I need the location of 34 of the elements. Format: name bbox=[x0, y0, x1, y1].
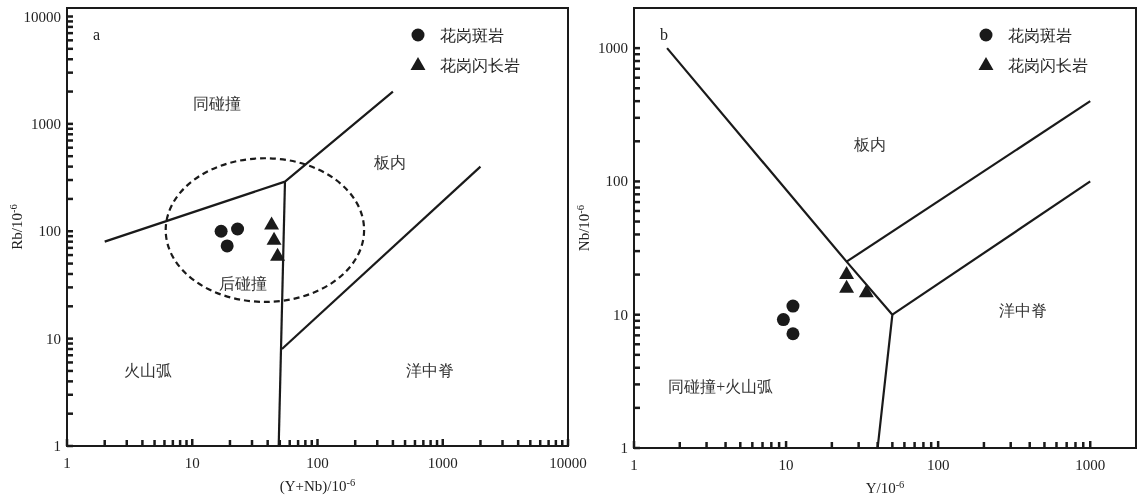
annotation: 火山弧 bbox=[124, 361, 173, 379]
y-tick-label: 1 bbox=[53, 438, 61, 454]
annotation: 板内 bbox=[373, 154, 407, 172]
annotation: 同碰撞 bbox=[193, 95, 242, 113]
x-tick-label: 100 bbox=[306, 455, 329, 471]
x-tick-label: 100 bbox=[926, 457, 950, 473]
annotation: 同碰撞+火山弧 bbox=[668, 377, 774, 395]
y-tick-label: 10000 bbox=[23, 8, 61, 25]
y-tick-label: 100 bbox=[38, 223, 61, 240]
x-axis-title: (Y+Nb)/10$^{-6}$ bbox=[279, 476, 356, 495]
x-tick-label: 1 bbox=[63, 455, 71, 471]
x-tick-label: 10 bbox=[778, 457, 794, 473]
legend-label: 花岗斑岩 bbox=[440, 27, 504, 44]
x-tick-label: 1 bbox=[630, 457, 638, 473]
text: a bbox=[93, 26, 101, 43]
legend-label: 花岗闪长岩 bbox=[1008, 57, 1088, 74]
annotation: 板内 bbox=[852, 135, 886, 153]
y-tick-label: 1 bbox=[620, 440, 628, 456]
text: b bbox=[660, 26, 668, 43]
y-tick-label: 1000 bbox=[31, 115, 61, 132]
x-tick-label: 10000 bbox=[549, 455, 587, 471]
y-tick-label: 10 bbox=[613, 306, 628, 323]
legend-label: 花岗斑岩 bbox=[1008, 27, 1072, 44]
x-axis-title: Y/10$^{-6}$ bbox=[865, 478, 905, 496]
y-tick-label: 1000 bbox=[598, 40, 628, 57]
x-tick-label: 1000 bbox=[1075, 457, 1106, 473]
annotation: 洋中脊 bbox=[999, 301, 1048, 319]
legend-label: 花岗闪长岩 bbox=[440, 57, 520, 74]
y-tick-label: 10 bbox=[46, 330, 61, 347]
y-tick-label: 100 bbox=[605, 173, 628, 190]
x-tick-label: 10 bbox=[184, 455, 200, 471]
annotation: 洋中脊 bbox=[406, 361, 455, 379]
x-tick-label: 1000 bbox=[427, 455, 458, 471]
annotation: 后碰撞 bbox=[218, 275, 267, 293]
